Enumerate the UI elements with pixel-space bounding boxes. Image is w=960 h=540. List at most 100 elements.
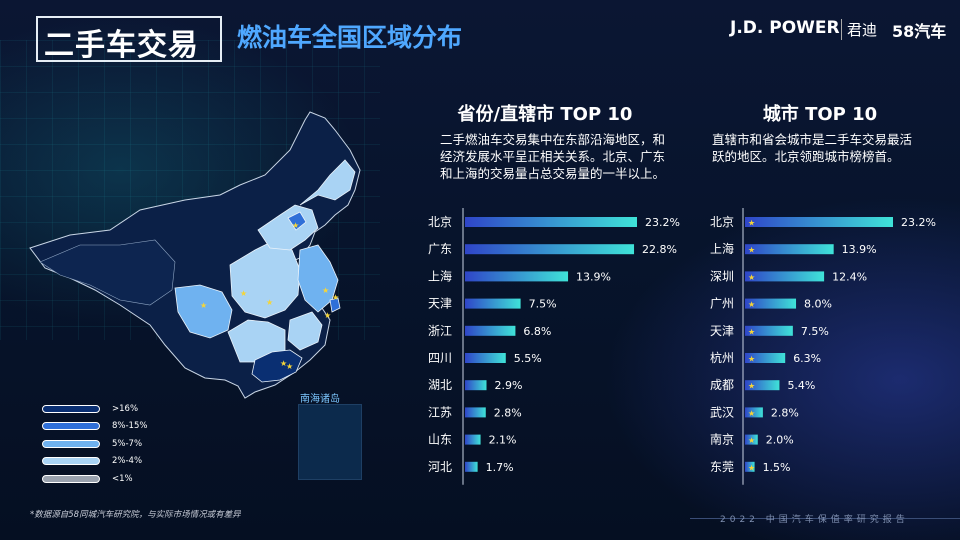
- bar: [745, 217, 893, 227]
- bar-category-label: 天津: [710, 324, 734, 338]
- bar-value-label: 2.8%: [771, 406, 799, 419]
- bar-category-label: 杭州: [710, 350, 734, 365]
- legend-label: 8%-15%: [112, 421, 148, 432]
- description-line: 直辖市和省会城市是二手车交易最活: [712, 132, 913, 147]
- jdpower-logo: J.D. POWER: [730, 18, 840, 38]
- legend-item: 2%-4%: [42, 453, 147, 471]
- report-title: 2022 中国汽车保值率研究报告: [720, 515, 909, 525]
- legend-item: >16%: [42, 400, 147, 418]
- svg-text:★: ★: [292, 221, 299, 230]
- bar: [465, 434, 481, 445]
- map-region-south-central: [227, 319, 286, 363]
- bar-value-label: 6.3%: [793, 352, 821, 365]
- star-marker: ★: [748, 219, 755, 228]
- svg-text:★: ★: [322, 286, 329, 295]
- svg-text:★: ★: [332, 293, 339, 302]
- bar-value-label: 13.9%: [576, 270, 611, 283]
- bar-value-label: 7.5%: [529, 298, 557, 311]
- star-marker: ★: [748, 409, 755, 418]
- star-marker: ★: [748, 246, 755, 255]
- legend-label: >16%: [112, 403, 139, 414]
- bar-value-label: 6.8%: [523, 325, 551, 338]
- bar-value-label: 7.5%: [801, 325, 829, 338]
- bar-category-label: 四川: [428, 351, 452, 365]
- bar: [745, 461, 755, 472]
- bar-value-label: 8.0%: [804, 298, 832, 311]
- bar: [465, 461, 478, 472]
- svg-text:★: ★: [324, 311, 331, 320]
- svg-text:★: ★: [200, 301, 207, 310]
- bar: [465, 353, 506, 363]
- map-region-sichuan: [174, 284, 233, 339]
- legend-item: 5%-7%: [42, 435, 147, 453]
- legend-item: 8%-15%: [42, 418, 147, 436]
- legend-swatch: [42, 457, 100, 466]
- bar-category-label: 山东: [428, 433, 452, 447]
- svg-text:★: ★: [240, 289, 247, 298]
- description-line: 经济发展水平呈正相关关系。北京、广东: [440, 149, 666, 164]
- map-region-guangdong: [251, 349, 303, 383]
- bar: [465, 298, 521, 309]
- bar-category-label: 东莞: [710, 460, 734, 474]
- data-source-note: *数据源自58同城汽车研究院，与实际市场情况或有差异: [30, 510, 241, 520]
- map-legend: >16% 8%-15% 5%-7% 2%-4% <1%: [42, 400, 147, 488]
- bar-value-label: 2.0%: [766, 434, 794, 447]
- bar: [745, 271, 825, 282]
- bar-category-label: 天津: [428, 297, 452, 311]
- bar: [745, 244, 834, 255]
- section-title: 二手车交易: [44, 28, 199, 63]
- description-line: 二手燃油车交易集中在东部沿海地区，和: [440, 132, 666, 147]
- star-marker: ★: [748, 436, 755, 445]
- star-marker: ★: [748, 382, 755, 391]
- legend-swatch: [42, 422, 100, 431]
- page-title: 燃油车全国区域分布: [237, 23, 463, 52]
- city-chart-title: 城市 TOP 10: [762, 104, 878, 125]
- bar-category-label: 江苏: [428, 405, 452, 419]
- map-region-northeast: [299, 159, 356, 206]
- bar-value-label: 12.4%: [832, 270, 867, 283]
- south-sea-label: 南海诸岛: [300, 394, 340, 405]
- bar: [745, 298, 797, 309]
- bar: [465, 217, 637, 227]
- legend-swatch: [42, 404, 100, 413]
- star-marker: ★: [748, 273, 755, 282]
- bar-category-label: 上海: [428, 268, 452, 283]
- bar: [465, 271, 569, 282]
- bar-category-label: 深圳: [710, 269, 734, 283]
- bar-value-label: 1.7%: [486, 461, 514, 474]
- bar-value-label: 23.2%: [901, 216, 936, 229]
- bar: [745, 325, 793, 336]
- description-line: 和上海的交易量占总交易量的一半以上。: [440, 166, 666, 181]
- legend-label: 5%-7%: [112, 438, 143, 449]
- legend-swatch: [42, 474, 100, 483]
- map-region-beijing: [287, 211, 307, 231]
- 58-logo: 58汽车: [892, 22, 947, 41]
- section-title-frame: [36, 16, 222, 62]
- map-region-shanghai: [329, 297, 341, 313]
- bar: [465, 380, 487, 391]
- bar: [745, 434, 758, 445]
- bar: [465, 407, 486, 418]
- bar-value-label: 2.1%: [489, 434, 517, 447]
- city-description: 直辖市和省会城市是二手车交易最活 跃的地区。北京领跑城市榜榜首。: [712, 131, 912, 165]
- bar-value-label: 1.5%: [763, 461, 791, 474]
- bar-category-label: 河北: [428, 460, 452, 474]
- description-line: 跃的地区。北京领跑城市榜榜首。: [712, 149, 900, 164]
- bar: [465, 325, 516, 336]
- bar-category-label: 北京: [428, 215, 452, 229]
- star-marker: ★: [748, 327, 755, 336]
- legend-item: <1%: [42, 470, 147, 488]
- legend-swatch: [42, 439, 100, 448]
- star-marker: ★: [748, 355, 755, 364]
- svg-text:★: ★: [280, 359, 287, 368]
- bar: [745, 407, 763, 418]
- bar-value-label: 22.8%: [642, 243, 677, 256]
- bar-category-label: 武汉: [710, 405, 734, 419]
- bar-category-label: 南京: [710, 432, 734, 447]
- star-marker: ★: [748, 300, 755, 309]
- map-region-southeast: [287, 311, 323, 351]
- bar-category-label: 上海: [710, 241, 734, 256]
- bar-category-label: 广东: [428, 242, 452, 256]
